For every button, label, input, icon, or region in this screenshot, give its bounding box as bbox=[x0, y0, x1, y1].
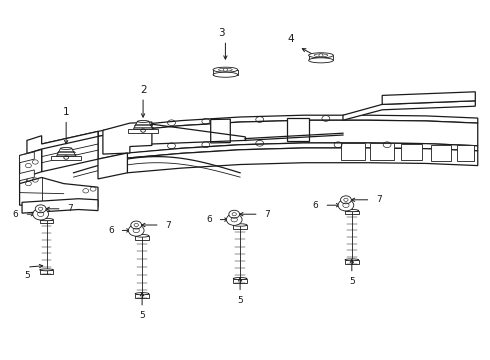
Polygon shape bbox=[56, 148, 75, 156]
Circle shape bbox=[338, 199, 354, 211]
Polygon shape bbox=[127, 148, 478, 173]
Ellipse shape bbox=[233, 278, 247, 280]
Polygon shape bbox=[22, 199, 98, 213]
Polygon shape bbox=[431, 145, 451, 161]
Polygon shape bbox=[457, 145, 474, 161]
Polygon shape bbox=[98, 120, 478, 159]
Text: 2: 2 bbox=[140, 85, 147, 95]
Text: 5: 5 bbox=[139, 311, 145, 320]
Ellipse shape bbox=[40, 269, 53, 271]
Circle shape bbox=[33, 208, 49, 220]
Polygon shape bbox=[287, 118, 309, 141]
Ellipse shape bbox=[309, 53, 333, 58]
Polygon shape bbox=[127, 143, 478, 158]
Polygon shape bbox=[370, 143, 394, 160]
Ellipse shape bbox=[233, 224, 247, 226]
Polygon shape bbox=[309, 55, 333, 60]
Circle shape bbox=[35, 205, 46, 213]
Text: 7: 7 bbox=[265, 210, 270, 219]
Polygon shape bbox=[345, 260, 359, 264]
Text: 4: 4 bbox=[287, 34, 294, 44]
Circle shape bbox=[229, 210, 240, 218]
Ellipse shape bbox=[137, 121, 149, 122]
Polygon shape bbox=[233, 279, 247, 283]
Polygon shape bbox=[20, 149, 42, 193]
Circle shape bbox=[226, 214, 242, 225]
Circle shape bbox=[341, 196, 351, 204]
Ellipse shape bbox=[213, 72, 238, 77]
Ellipse shape bbox=[309, 58, 333, 63]
Polygon shape bbox=[341, 143, 365, 160]
Polygon shape bbox=[42, 131, 98, 172]
Polygon shape bbox=[40, 220, 53, 223]
Polygon shape bbox=[343, 101, 475, 120]
Polygon shape bbox=[135, 236, 149, 240]
Polygon shape bbox=[401, 144, 422, 160]
Polygon shape bbox=[135, 294, 149, 298]
Ellipse shape bbox=[345, 259, 359, 261]
Polygon shape bbox=[211, 119, 230, 143]
Ellipse shape bbox=[40, 219, 53, 221]
Polygon shape bbox=[345, 211, 359, 214]
Ellipse shape bbox=[60, 148, 72, 149]
Text: 7: 7 bbox=[68, 204, 74, 213]
Ellipse shape bbox=[345, 210, 359, 212]
Ellipse shape bbox=[213, 67, 238, 72]
Text: 5: 5 bbox=[349, 277, 355, 286]
Text: 1: 1 bbox=[63, 107, 70, 117]
Polygon shape bbox=[20, 177, 98, 207]
Text: 3: 3 bbox=[218, 28, 225, 38]
Polygon shape bbox=[98, 153, 127, 179]
Polygon shape bbox=[27, 131, 98, 154]
Polygon shape bbox=[213, 70, 238, 75]
Polygon shape bbox=[382, 92, 475, 104]
Polygon shape bbox=[40, 270, 53, 274]
Circle shape bbox=[223, 68, 227, 71]
Polygon shape bbox=[233, 225, 247, 229]
Circle shape bbox=[131, 221, 142, 229]
Circle shape bbox=[319, 54, 323, 57]
Text: 7: 7 bbox=[376, 195, 382, 204]
Polygon shape bbox=[133, 121, 153, 129]
Text: 6: 6 bbox=[206, 215, 212, 224]
Circle shape bbox=[128, 225, 144, 236]
Polygon shape bbox=[20, 152, 34, 163]
Text: 6: 6 bbox=[313, 201, 318, 210]
Polygon shape bbox=[128, 129, 158, 133]
Text: 5: 5 bbox=[24, 271, 30, 280]
Text: 6: 6 bbox=[13, 210, 19, 219]
Text: 7: 7 bbox=[166, 220, 171, 230]
Text: 5: 5 bbox=[237, 296, 243, 305]
Ellipse shape bbox=[135, 293, 149, 295]
Ellipse shape bbox=[135, 234, 149, 237]
Polygon shape bbox=[51, 156, 81, 160]
Text: 6: 6 bbox=[108, 226, 114, 235]
Polygon shape bbox=[103, 122, 152, 154]
Polygon shape bbox=[20, 170, 34, 181]
Polygon shape bbox=[98, 115, 478, 136]
